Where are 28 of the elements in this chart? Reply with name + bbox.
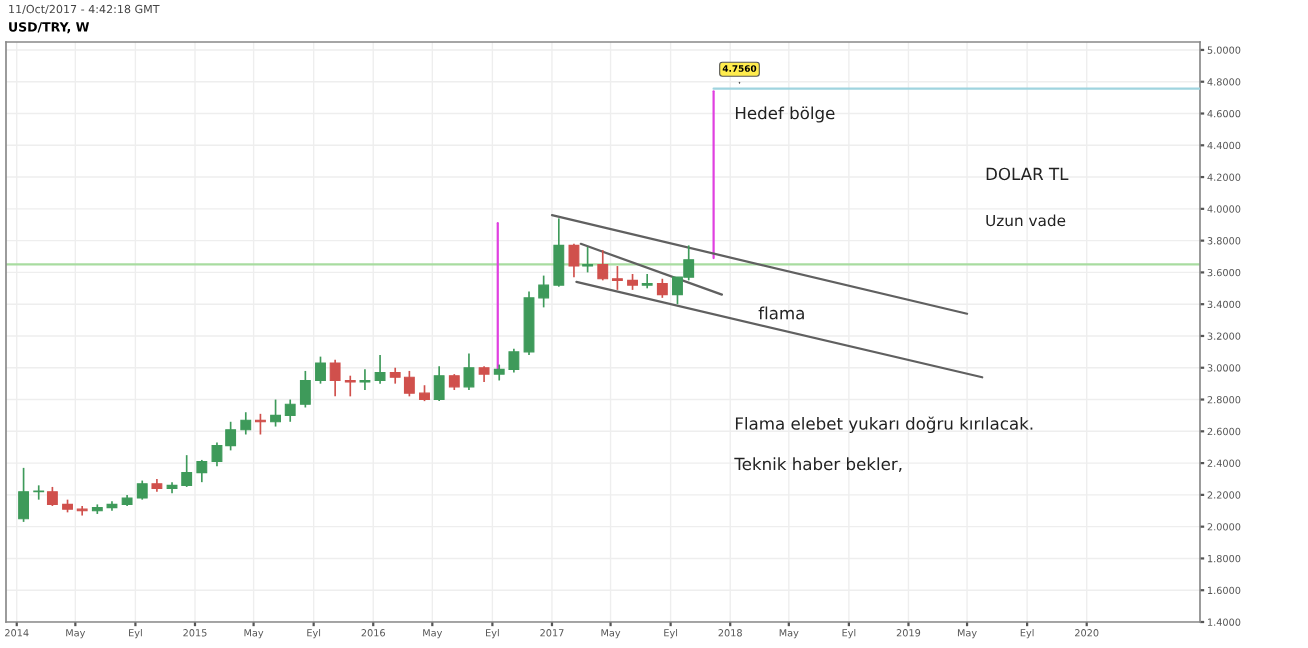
candlestick <box>299 370 311 409</box>
candlestick <box>18 467 30 523</box>
candlestick <box>641 273 653 290</box>
candlestick <box>240 411 252 436</box>
candlestick <box>597 249 609 282</box>
candlestick <box>136 479 148 501</box>
candlestick <box>33 484 45 501</box>
candlestick <box>329 358 341 398</box>
candlestick <box>46 486 58 507</box>
candlestick <box>611 265 623 291</box>
candlestick <box>463 352 475 391</box>
candlestick <box>315 355 326 385</box>
candlestick <box>582 246 594 274</box>
annotation: DOLAR TL <box>986 167 1069 181</box>
candlestick <box>656 277 668 299</box>
annotation: flama <box>758 306 804 320</box>
candlestick <box>270 398 282 428</box>
candlestick <box>553 217 565 288</box>
candlestick <box>284 398 296 423</box>
candlestick <box>344 374 356 398</box>
candlestick <box>568 242 580 279</box>
candlestick <box>433 365 445 402</box>
annotation: Flama elebet yukarı doğru kırılacak. <box>735 416 1033 434</box>
candlestick <box>196 459 208 483</box>
annotation: Teknik haber bekler, <box>734 457 902 472</box>
candlestick <box>374 354 386 385</box>
candlestick <box>359 368 371 391</box>
annotation: Hedef bölge <box>735 106 835 123</box>
